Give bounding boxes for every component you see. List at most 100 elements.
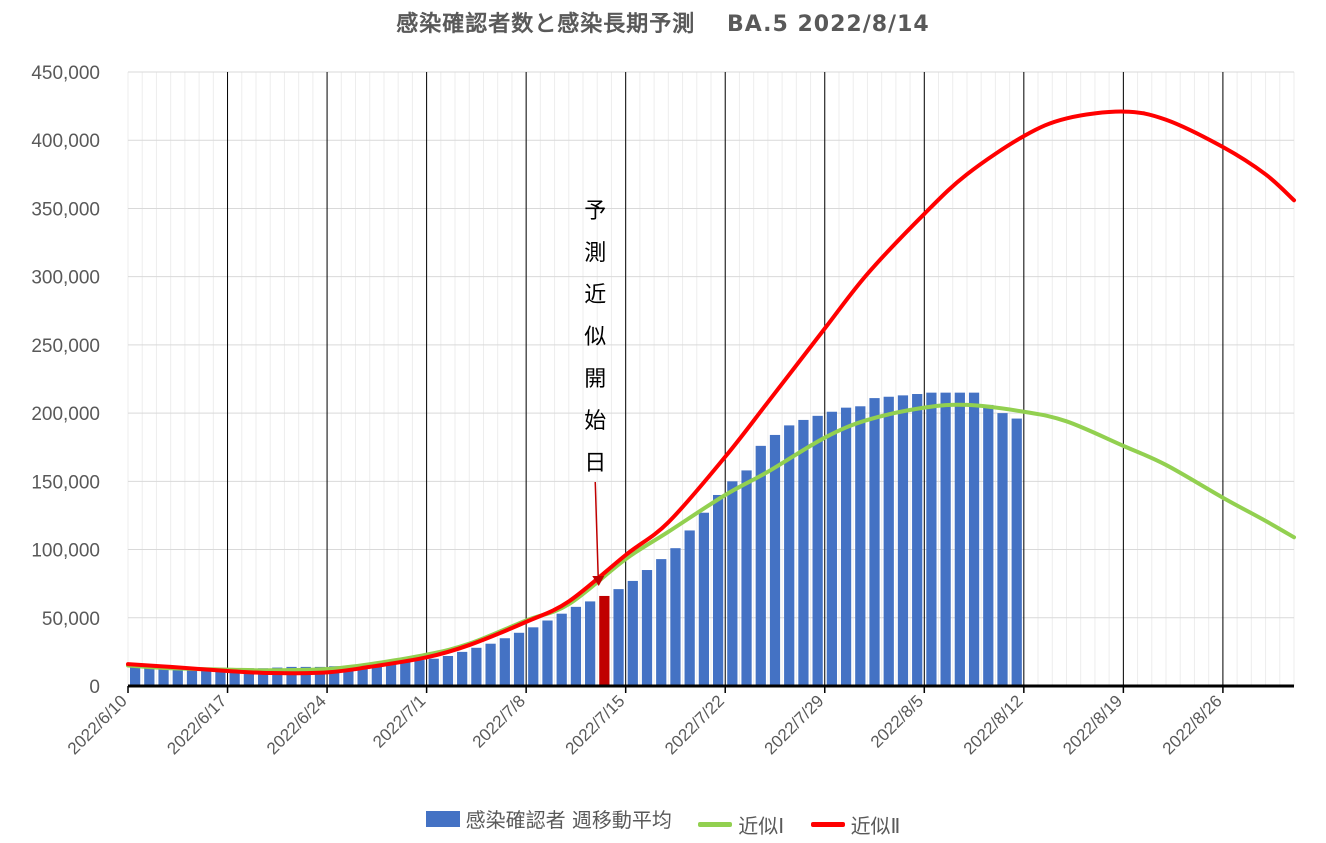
bar: [343, 665, 354, 686]
bar: [272, 667, 283, 686]
x-tick-label: 2022/8/5: [867, 691, 927, 751]
y-tick-label: 100,000: [31, 541, 100, 562]
bar: [485, 643, 496, 686]
x-tick-label: 2022/8/26: [1159, 691, 1226, 758]
bar: [556, 613, 567, 686]
chart-title: 感染確認者数と感染長期予測 BA.5 2022/8/14: [396, 12, 930, 37]
bar: [855, 406, 866, 686]
y-tick-label: 450,000: [31, 63, 100, 84]
bar: [926, 392, 937, 686]
bar: [698, 512, 710, 686]
legend-item-approx1: 近似Ⅰ: [698, 810, 784, 839]
bar: [385, 663, 397, 686]
bar: [627, 580, 638, 686]
bar: [471, 647, 482, 686]
annotation-char: 始: [584, 409, 606, 434]
series-line-1: [126, 402, 1296, 673]
annotation-char: 開: [584, 367, 606, 392]
annotation-arrow-head: [592, 575, 605, 586]
bar: [940, 392, 951, 686]
bar: [542, 620, 553, 686]
x-tick-label: 2022/7/22: [661, 691, 728, 758]
bar: [314, 666, 326, 686]
bar: [229, 668, 240, 686]
bar: [1011, 418, 1022, 686]
bar: [329, 666, 340, 686]
bar: [257, 668, 269, 686]
bar: [840, 407, 852, 686]
bar: [186, 668, 198, 686]
bar: [656, 559, 667, 686]
bar: [997, 413, 1008, 686]
legend-label-bars: 感染確認者 週移動平均: [465, 808, 672, 832]
bar: [954, 392, 965, 686]
bar: [570, 606, 582, 686]
y-tick-label: 50,000: [42, 609, 100, 630]
bar: [400, 662, 411, 686]
bar: [983, 404, 994, 686]
bar: [300, 666, 311, 686]
annotation-char: 近: [584, 283, 606, 308]
bar: [670, 548, 681, 686]
annotation-char: 測: [584, 241, 606, 266]
bar: [712, 494, 724, 686]
legend-swatch-approx1: [698, 821, 733, 827]
x-tick-label: 2022/6/10: [64, 691, 131, 758]
y-tick-label: 200,000: [31, 404, 100, 425]
y-tick-label: 250,000: [31, 336, 100, 357]
annotation-arrow-line: [594, 481, 599, 578]
bar: [741, 470, 752, 686]
annotation-char: 似: [584, 325, 606, 350]
legend-item-approx2: 近似Ⅱ: [810, 810, 901, 839]
bar: [428, 658, 439, 686]
x-tick-label: 2022/7/1: [369, 691, 429, 751]
bar: [784, 425, 795, 686]
bar: [755, 445, 766, 686]
bar: [769, 434, 781, 686]
bar: [442, 655, 454, 686]
legend-item-bars: 感染確認者 週移動平均: [425, 804, 672, 833]
bar: [798, 419, 809, 686]
x-tick-label: 2022/7/15: [562, 691, 629, 758]
bar: [371, 664, 382, 686]
bar: [457, 651, 468, 686]
bar: [499, 638, 510, 686]
x-tick-label: 2022/8/19: [1059, 691, 1126, 758]
bar: [826, 411, 837, 686]
bar: [613, 589, 624, 686]
bar: [912, 394, 923, 686]
bar: [528, 627, 539, 686]
bar: [641, 570, 653, 686]
bar: [968, 392, 980, 686]
bar: [129, 666, 141, 686]
bar: [869, 398, 880, 686]
bar: [585, 601, 596, 686]
bar: [172, 668, 183, 686]
x-tick-label: 2022/6/17: [163, 691, 230, 758]
legend-label-approx1: 近似Ⅰ: [738, 813, 785, 838]
y-tick-label: 350,000: [31, 199, 100, 220]
bar: [897, 395, 909, 686]
bar: [414, 660, 425, 686]
bar: [513, 632, 525, 686]
legend-swatch-approx2: [810, 821, 845, 827]
bar: [727, 481, 738, 686]
bar: [883, 396, 894, 686]
chart-legend: 感染確認者 週移動平均 近似Ⅰ 近似Ⅱ: [0, 804, 1326, 839]
annotation-char: 日: [584, 451, 606, 476]
y-tick-label: 0: [89, 677, 100, 698]
bar: [684, 530, 695, 686]
bar: [357, 664, 368, 686]
annotation-char: 予: [584, 199, 606, 224]
bar: [286, 666, 297, 686]
series-line-2: [126, 109, 1296, 676]
legend-label-approx2: 近似Ⅱ: [850, 813, 901, 838]
x-tick-label: 2022/6/24: [263, 691, 330, 758]
y-tick-label: 400,000: [31, 131, 100, 152]
bar: [243, 668, 254, 686]
bar: [201, 668, 212, 686]
x-tick-label: 2022/8/12: [960, 691, 1027, 758]
y-tick-label: 300,000: [31, 268, 100, 289]
